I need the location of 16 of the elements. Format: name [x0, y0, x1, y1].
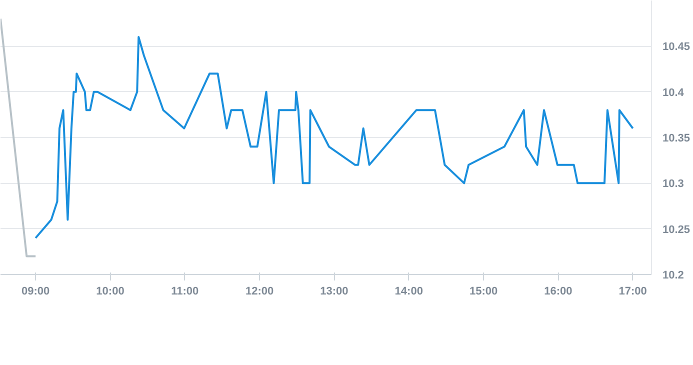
x-tick-label: 13:00: [320, 286, 348, 298]
y-tick-label: 10.25: [662, 224, 690, 236]
x-tick-label: 10:00: [96, 286, 124, 298]
y-tick-label: 10.35: [662, 132, 690, 144]
x-tick-label: 17:00: [618, 286, 647, 298]
x-tick-label: 12:00: [245, 286, 274, 298]
line-series: [34, 36, 634, 239]
y-tick-label: 10.2: [662, 270, 684, 282]
x-tick-label: 14:00: [394, 286, 423, 298]
x-tick-label: 11:00: [171, 286, 199, 298]
x-tick-label: 09:00: [22, 286, 50, 298]
y-tick-label: 10.45: [662, 41, 690, 54]
x-tick-label: 16:00: [544, 286, 572, 298]
y-tick-label: 10.3: [662, 178, 684, 190]
y-tick-label: 10.4: [662, 86, 685, 99]
x-tick-label: 15:00: [469, 286, 498, 298]
